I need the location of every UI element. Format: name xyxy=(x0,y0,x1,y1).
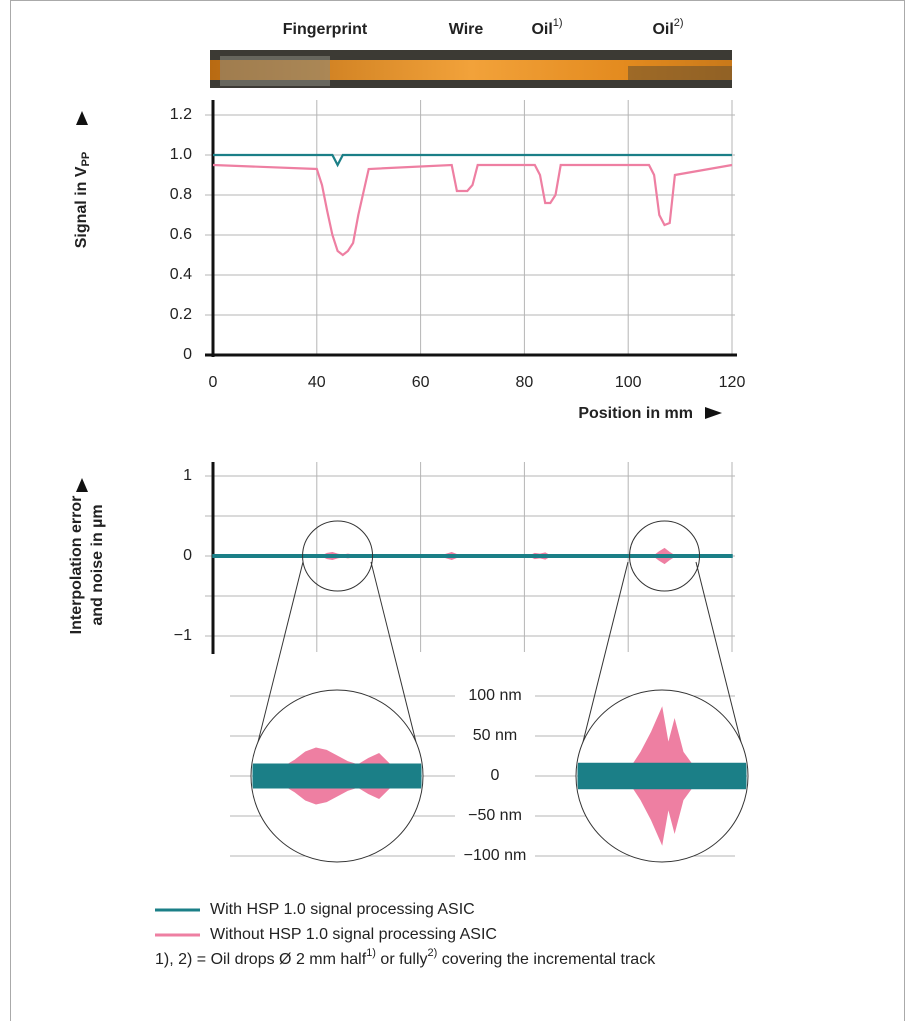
footnote-sup: 2) xyxy=(428,947,438,959)
zoom-inset xyxy=(577,706,747,846)
strip-label: Oil1) xyxy=(531,17,562,38)
strip-label-sup: 2) xyxy=(674,17,684,29)
y-tick-label: 0.2 xyxy=(170,306,192,323)
y-tick-label: 1 xyxy=(183,467,192,484)
noise-band xyxy=(577,762,747,790)
zoom-connector xyxy=(252,561,304,763)
footnote-text: 1), 2) = Oil drops Ø 2 mm half xyxy=(155,951,367,968)
strip-label-text: Fingerprint xyxy=(283,21,368,38)
y-axis-label-text: Signal in V xyxy=(73,166,90,248)
zoom-connector xyxy=(695,561,747,763)
y-tick-label: 1.2 xyxy=(170,106,192,123)
legend-label: Without HSP 1.0 signal processing ASIC xyxy=(210,926,497,943)
noise-band xyxy=(252,763,422,789)
x-axis-label: Position in mm xyxy=(578,405,693,422)
footnote-text: covering the incremental track xyxy=(437,951,656,968)
strip-label: Fingerprint xyxy=(283,21,368,38)
footnote: 1), 2) = Oil drops Ø 2 mm half1) or full… xyxy=(155,947,656,968)
x-tick-label: 100 xyxy=(615,374,642,391)
x-tick-label: 40 xyxy=(308,374,326,391)
y-tick-label: 0 xyxy=(183,346,192,363)
noise-band xyxy=(212,554,733,558)
y-axis-label-line: and noise in µm xyxy=(89,504,106,625)
footnote-text: or fully xyxy=(376,951,428,968)
y-tick-label: 0.6 xyxy=(170,226,192,243)
y-tick-label: 0 xyxy=(491,767,500,784)
strip-label-text: Oil xyxy=(531,21,552,38)
frame xyxy=(10,0,905,1026)
zoom-connector xyxy=(370,561,422,763)
y-tick-label: 100 nm xyxy=(468,687,521,704)
strip-label-text: Oil xyxy=(652,21,673,38)
series-line xyxy=(213,153,732,168)
y-tick-label: 0 xyxy=(183,547,192,564)
footnote-sup: 1) xyxy=(366,947,376,959)
scale-strip xyxy=(210,50,732,88)
zoom-inset xyxy=(252,747,422,805)
x-tick-label: 80 xyxy=(516,374,534,391)
y-tick-label: 50 nm xyxy=(473,727,517,744)
x-tick-label: 120 xyxy=(719,374,746,391)
y-tick-label: −50 nm xyxy=(468,807,522,824)
y-tick-label: −100 nm xyxy=(464,847,527,864)
y-axis-label-sub: PP xyxy=(80,152,92,167)
zoom-marker xyxy=(302,520,374,592)
y-axis-label-line: Interpolation error xyxy=(68,496,85,635)
y-tick-label: −1 xyxy=(174,627,192,644)
strip-label: Wire xyxy=(449,21,484,38)
y-axis-label: Interpolation error and noise in µm xyxy=(68,496,106,635)
strip-label-text: Wire xyxy=(449,21,484,38)
y-tick-label: 0.8 xyxy=(170,186,192,203)
y-axis-label: Signal in VPP xyxy=(73,152,92,248)
strip-label-sup: 1) xyxy=(553,17,563,29)
series-line xyxy=(212,163,733,257)
y-tick-label: 0.4 xyxy=(170,266,192,283)
x-tick-label: 0 xyxy=(209,374,218,391)
zoom-marker xyxy=(629,520,701,592)
x-tick-label: 60 xyxy=(412,374,430,391)
strip-label: Oil2) xyxy=(652,17,683,38)
legend-label: With HSP 1.0 signal processing ASIC xyxy=(210,901,475,918)
zoom-connector xyxy=(577,561,629,763)
y-tick-label: 1.0 xyxy=(170,146,192,163)
axis-arrows xyxy=(76,111,722,492)
